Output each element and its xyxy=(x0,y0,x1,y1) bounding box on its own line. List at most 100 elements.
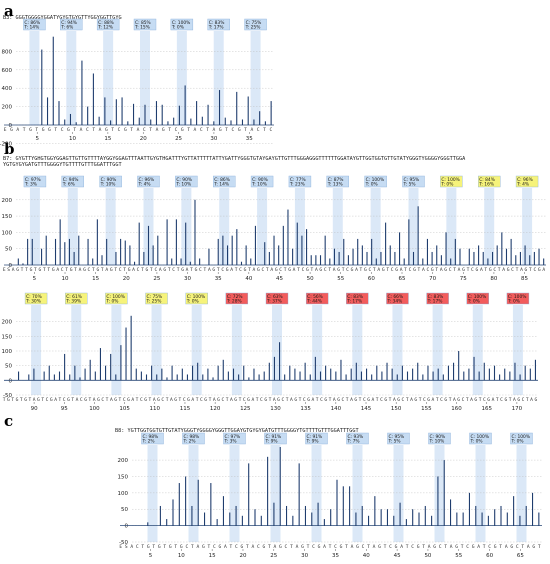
panel-b-row2-ytick: 50 xyxy=(5,364,12,370)
panel-b-row1-xtick: 65 xyxy=(399,276,406,282)
panel-c-base-letter: C xyxy=(185,544,188,550)
panel-c-base-letter: C xyxy=(516,544,519,550)
panel-b-row1-cpg-band xyxy=(219,188,230,265)
panel-b-row2-base-letter: T xyxy=(466,397,469,403)
panel-b-row1-base-letter: T xyxy=(453,267,456,273)
panel-c-badge-t: T: 0% xyxy=(470,439,483,445)
panel-c-xtick: 20 xyxy=(239,553,246,559)
panel-c-badge-t: T: 2% xyxy=(142,439,155,445)
panel-b-row1-xtick: 20 xyxy=(123,276,130,282)
panel-b-row1-base-letter: C xyxy=(221,267,224,273)
panel-b-row2-base-letter: C xyxy=(260,397,263,403)
panel-b-row1-base-letter: A xyxy=(355,267,358,273)
panel-b-row1-base-letter: A xyxy=(105,267,108,273)
panel-c-badge xyxy=(305,432,328,445)
panel-b-row2-base-letter: C xyxy=(380,397,383,403)
panel-b-row2-base-letter: T xyxy=(11,397,14,403)
panel-a-base-letter: C xyxy=(269,127,272,133)
panel-b-row1-base-letter: G xyxy=(181,267,184,273)
panel-b-row1-badge-t: T: 0% xyxy=(440,182,453,188)
panel-c-cpg-band xyxy=(229,445,240,542)
panel-b-sequence: B7: GYGTTYGHGTGGYGGAGTTGTTGTTTTAYGGYGGAG… xyxy=(3,156,466,168)
panel-b-row2-base-letter: G xyxy=(234,397,237,403)
panel-c-base-letter: A xyxy=(477,544,480,550)
panel-b-row2-base-letter: T xyxy=(119,397,122,403)
panel-b-row1-base-letter: T xyxy=(141,267,144,273)
panel-a-badge-t: T: 14% xyxy=(23,25,39,31)
panel-c-xtick: 60 xyxy=(486,553,493,559)
panel-a-base-letter: C xyxy=(118,127,121,133)
panel-c-xtick: 10 xyxy=(178,553,185,559)
panel-a-ytick: -200 xyxy=(0,141,12,147)
panel-b-row2-base-letter: C xyxy=(63,397,66,403)
panel-b-row1-ytick: 150 xyxy=(2,214,13,220)
panel-c-base-letter: T xyxy=(461,544,464,550)
panel-c-badge-c: C: 98% xyxy=(184,434,200,440)
panel-b-row2-base-letter: C xyxy=(161,397,164,403)
panel-b-row1-cpg-band xyxy=(370,188,381,265)
panel-b-row2-base-letter: T xyxy=(166,397,169,403)
panel-c-base-letter: C xyxy=(235,544,238,550)
panel-b-row2-base-letter: T xyxy=(149,397,152,403)
panel-b-row2-xtick: 110 xyxy=(150,406,161,412)
panel-b-row1-base-letter: G xyxy=(30,267,33,273)
panel-b-row2-base-letter: T xyxy=(28,397,31,403)
panel-a-base-letter: A xyxy=(99,127,102,133)
panel-b-row1-badge-t: T: 4% xyxy=(516,182,529,188)
panel-b-row1-base-letter: T xyxy=(177,267,180,273)
panel-b-row2-ytick: 200 xyxy=(2,320,13,326)
panel-a-badge-c: C: 75% xyxy=(246,20,262,26)
panel-b-row1-badge-c: C: 96% xyxy=(517,177,533,183)
panel-b-row1-badge-t: T: 0% xyxy=(365,182,378,188)
panel-a-badge-t: T: 0% xyxy=(171,25,184,31)
panel-c-base-letter: G xyxy=(169,544,172,550)
panel-b-row2-xtick: 125 xyxy=(240,406,251,412)
panel-b-row2-base-letter: G xyxy=(354,397,357,403)
panel-b-row1-base-letter: A xyxy=(159,267,162,273)
panel-c-xtick: 15 xyxy=(209,553,216,559)
panel-c-base-letter: A xyxy=(323,544,326,550)
panel-c-badge xyxy=(428,432,451,445)
panel-a-badge-t: T: 15% xyxy=(134,25,150,31)
panel-a-badge xyxy=(96,18,120,31)
panel-c-xtick: 55 xyxy=(455,553,462,559)
panel-b-row1-base-letter: G xyxy=(163,267,166,273)
panel-a-base-letter: T xyxy=(263,127,266,133)
panel-b-row1-base-letter: T xyxy=(65,267,68,273)
panel-c-base-letter: G xyxy=(263,544,266,550)
panel-b-row2-base-letter: T xyxy=(3,397,6,403)
panel-b-row2-base-letter: G xyxy=(144,397,147,403)
panel-b-row1-ytick: 100 xyxy=(2,230,13,236)
panel-b-row2-base-letter: T xyxy=(239,397,242,403)
panel-a-badge-c: C: 100% xyxy=(172,20,191,26)
panel-b-row2-base-letter: G xyxy=(204,397,207,403)
panel-b-row1-base-letter: G xyxy=(52,267,55,273)
panel-b-row1-xtick: 15 xyxy=(92,276,99,282)
panel-a-badge-c: C: 85% xyxy=(135,20,151,26)
panel-a-ytick: 600 xyxy=(2,68,13,74)
panel-b-row2-base-letter: C xyxy=(303,397,306,403)
panel-b-row2-base-letter: C xyxy=(342,397,345,403)
panel-c-base-letter: T xyxy=(191,544,194,550)
panel-b-row2-badge xyxy=(466,292,489,305)
panel-c-badge-c: C: 93% xyxy=(348,434,364,440)
panel-b-row2-base-letter: A xyxy=(311,397,314,403)
panel-c-cpg-band xyxy=(270,445,281,542)
panel-a-base-letter: G xyxy=(29,127,32,133)
panel-b-row2-base-letter: T xyxy=(58,397,61,403)
panel-b-row2-base-letter: C xyxy=(123,397,126,403)
panel-b-row2-badge-t: T: 17% xyxy=(346,299,362,305)
panel-a-cpg-band xyxy=(176,31,187,125)
panel-c-badge-c: C: 95% xyxy=(389,434,405,440)
panel-c-base-letter: T xyxy=(406,544,409,550)
panel-b-row1-base-letter: A xyxy=(440,267,443,273)
panel-b-row1-badge xyxy=(99,175,122,188)
panel-c-badge-t: T: 3% xyxy=(224,439,237,445)
panel-a-xtick: 15 xyxy=(104,136,111,142)
panel-b-row2-badge-c: C: 100% xyxy=(187,294,206,300)
panel-c-base-letter: A xyxy=(400,544,403,550)
panel-a-base-letter: T xyxy=(130,127,133,133)
panel-b-row2-xtick: 105 xyxy=(119,406,130,412)
panel-c-sequence: B8: YGTTGGTGGTGTTGTATYGGGTYGGGGYGGGTTGGA… xyxy=(115,428,359,434)
panel-a-badge-t: T: 12% xyxy=(97,25,113,31)
